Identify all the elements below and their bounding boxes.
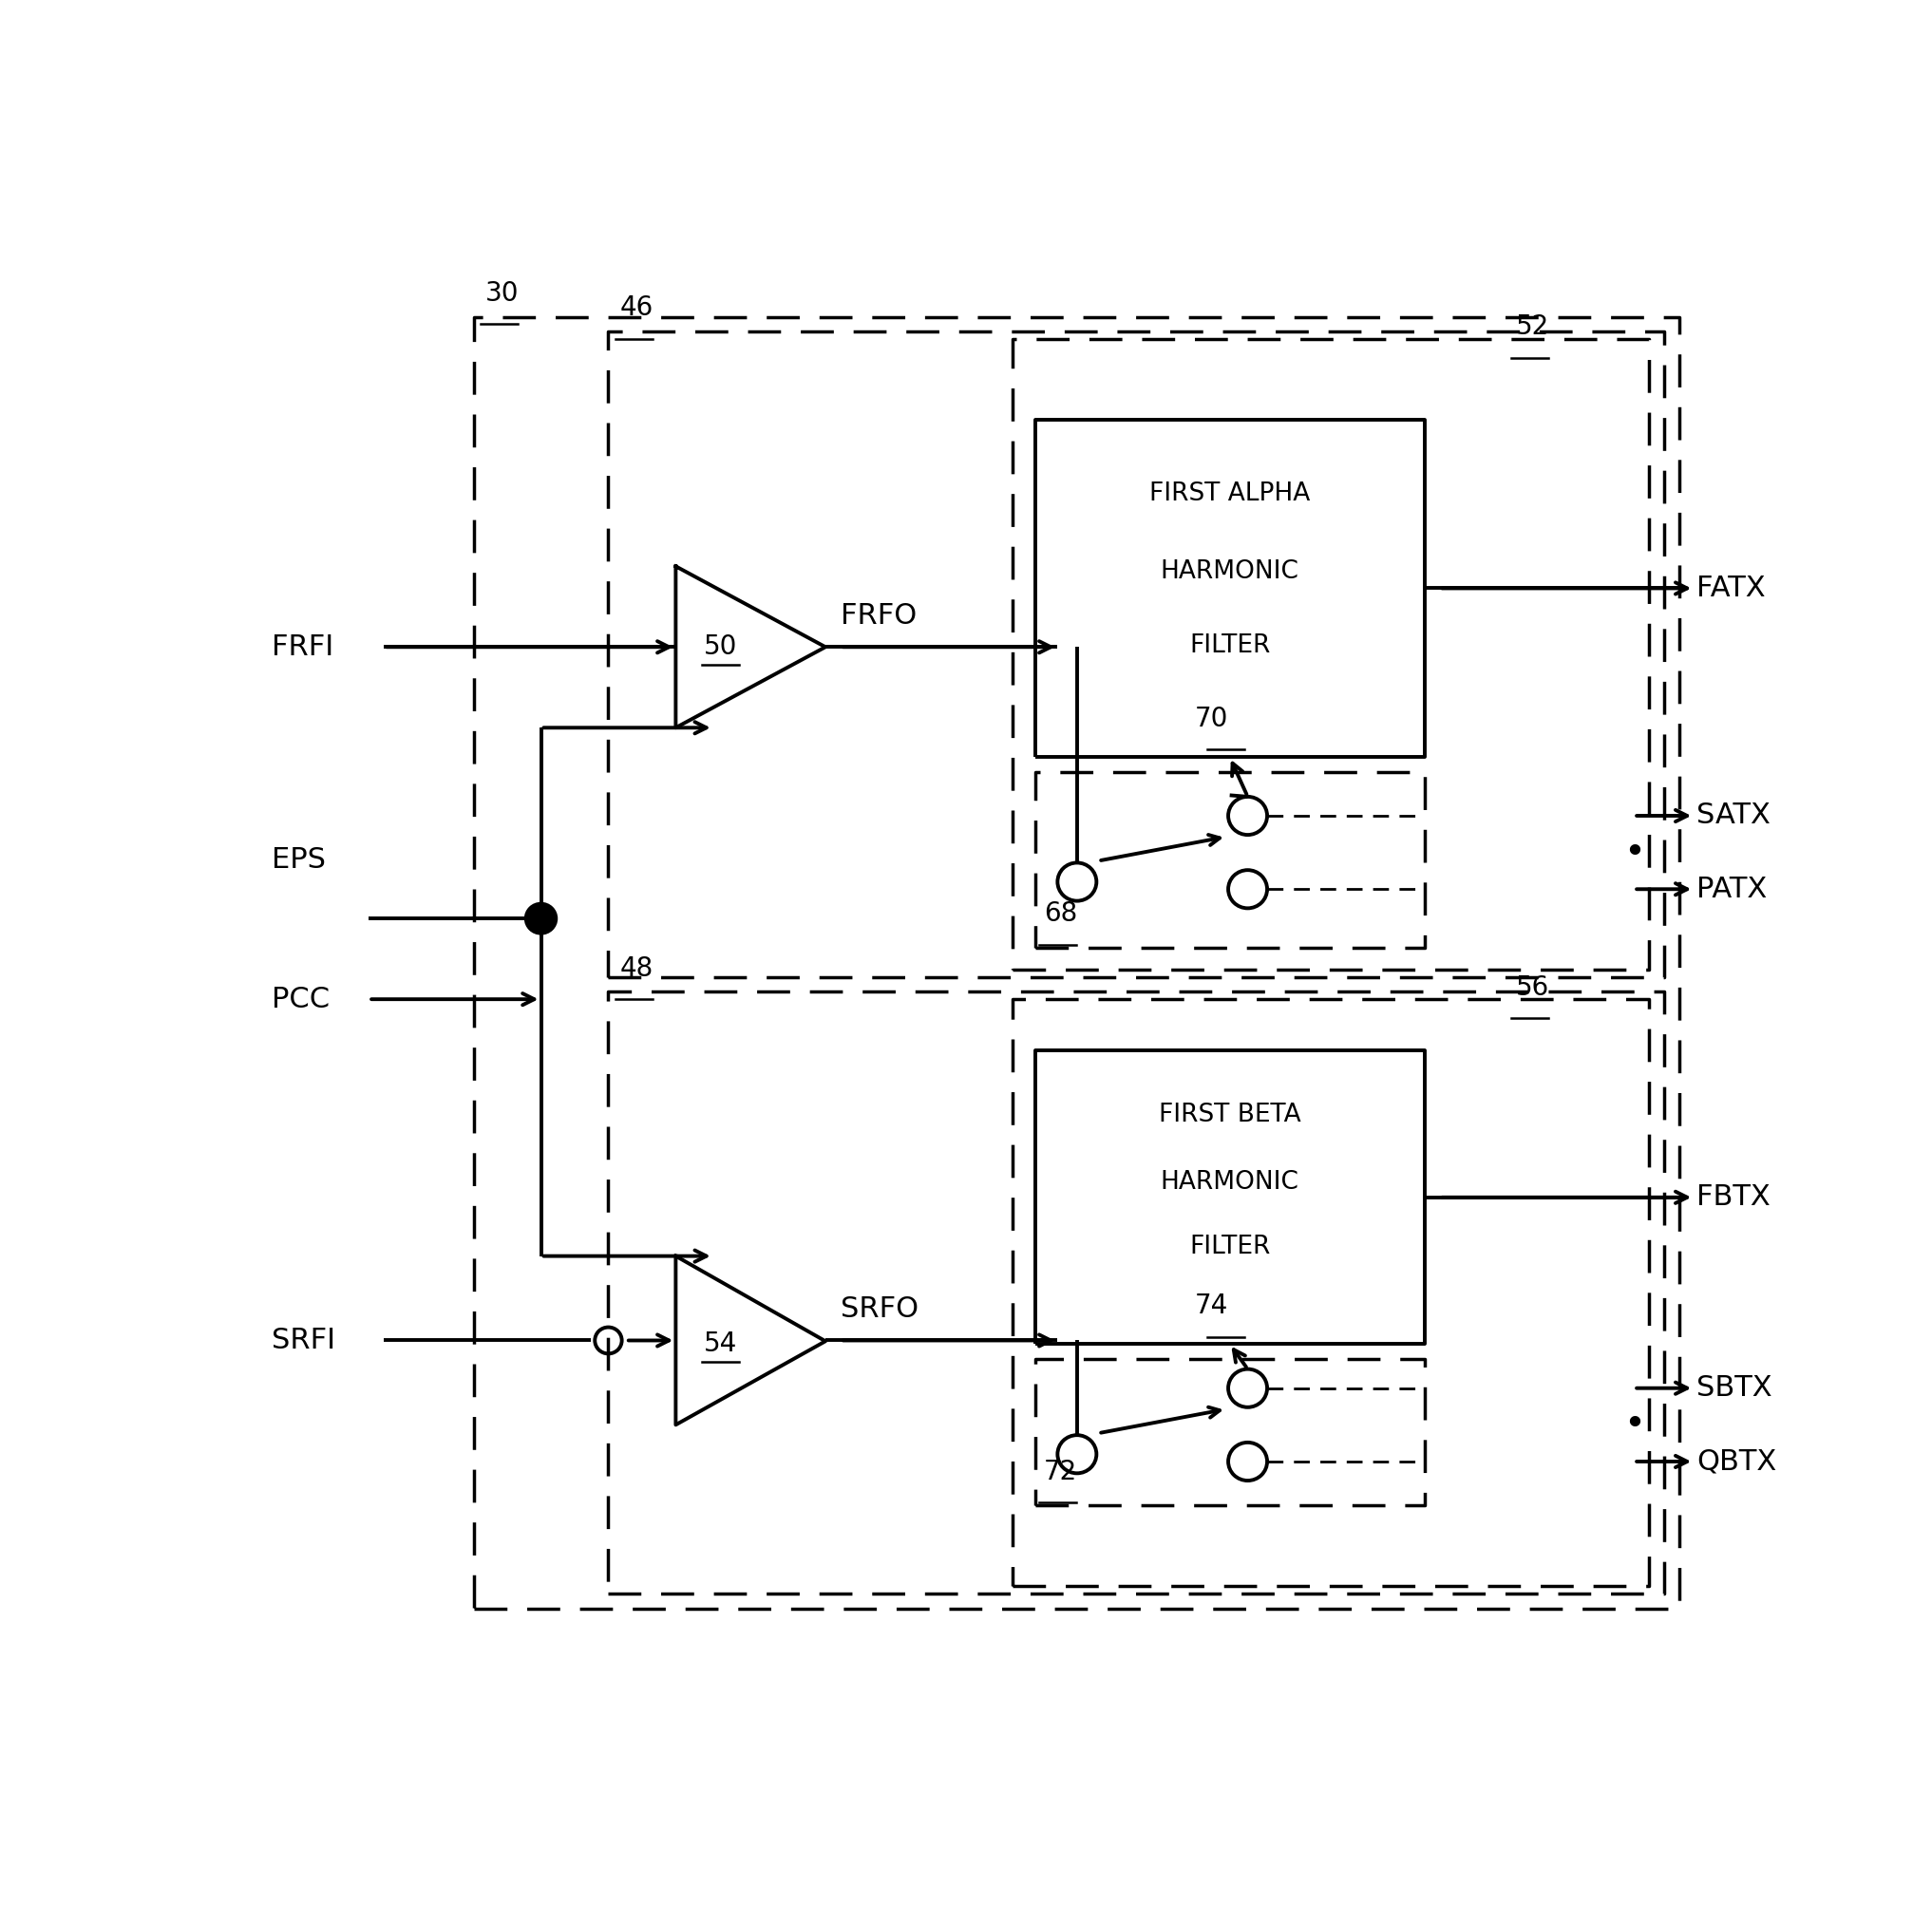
Text: 74: 74	[1196, 1292, 1229, 1319]
Text: 72: 72	[1043, 1458, 1078, 1485]
Text: FRFO: FRFO	[840, 602, 916, 629]
Text: QBTX: QBTX	[1696, 1449, 1777, 1475]
Text: FATX: FATX	[1696, 574, 1766, 602]
Text: SATX: SATX	[1696, 802, 1772, 829]
Text: HARMONIC: HARMONIC	[1161, 1170, 1298, 1195]
Text: PCC: PCC	[270, 985, 330, 1012]
Text: FILTER: FILTER	[1190, 1235, 1269, 1260]
Text: PATX: PATX	[1696, 875, 1768, 903]
Text: 54: 54	[703, 1330, 738, 1357]
Text: 68: 68	[1043, 902, 1078, 928]
Text: •: •	[1623, 835, 1644, 871]
Circle shape	[526, 903, 556, 934]
Text: FIRST ALPHA: FIRST ALPHA	[1150, 482, 1310, 507]
Text: 30: 30	[485, 280, 520, 307]
Text: 48: 48	[620, 955, 653, 982]
Text: •: •	[1623, 1407, 1644, 1443]
Text: EPS: EPS	[270, 846, 327, 873]
Text: 70: 70	[1196, 705, 1229, 732]
Text: 50: 50	[703, 633, 738, 659]
Text: SBTX: SBTX	[1696, 1374, 1772, 1403]
Text: FILTER: FILTER	[1190, 633, 1269, 658]
Text: HARMONIC: HARMONIC	[1161, 558, 1298, 583]
Text: FBTX: FBTX	[1696, 1184, 1772, 1210]
Text: FIRST BETA: FIRST BETA	[1159, 1104, 1300, 1128]
Text: 46: 46	[620, 295, 653, 322]
Text: 56: 56	[1517, 974, 1549, 1001]
Text: FRFI: FRFI	[270, 633, 334, 661]
Text: 52: 52	[1517, 314, 1549, 341]
Text: SRFI: SRFI	[270, 1327, 336, 1353]
Text: SRFO: SRFO	[840, 1296, 918, 1323]
